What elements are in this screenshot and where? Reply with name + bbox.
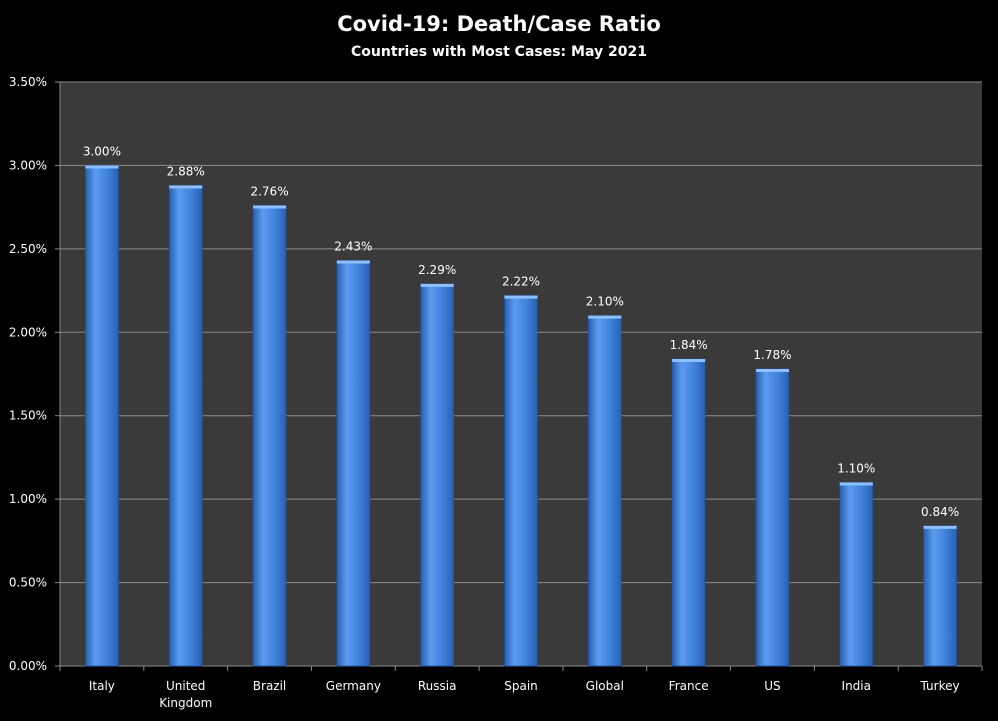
x-tick-label-line: Global xyxy=(586,679,624,693)
data-label: 1.84% xyxy=(670,338,708,352)
bar-top-highlight xyxy=(336,260,370,264)
y-tick-label: 2.50% xyxy=(9,242,47,256)
bar xyxy=(839,482,874,667)
y-tick-label: 2.00% xyxy=(9,325,47,339)
bar xyxy=(923,525,957,667)
data-label: 2.76% xyxy=(250,184,288,198)
bar-top-highlight xyxy=(755,368,789,372)
x-tick-label-line: Kingdom xyxy=(159,696,212,710)
bar-top-highlight xyxy=(672,358,706,362)
chart-subtitle: Countries with Most Cases: May 2021 xyxy=(351,44,647,60)
bar-top-highlight xyxy=(420,283,454,287)
bar xyxy=(671,358,706,667)
bar-top-highlight xyxy=(253,205,287,209)
x-tick-label: Spain xyxy=(504,679,538,693)
x-tick-label: Global xyxy=(586,679,624,693)
data-label: 2.29% xyxy=(418,263,456,277)
bar xyxy=(168,185,203,667)
data-label: 2.43% xyxy=(334,240,372,254)
bar xyxy=(420,283,455,667)
bar xyxy=(85,165,119,667)
x-tick-label: Russia xyxy=(418,679,457,693)
chart-title: Covid-19: Death/Case Ratio xyxy=(337,12,661,36)
y-tick-label: 1.00% xyxy=(9,492,47,506)
bar-top-highlight xyxy=(169,185,203,189)
x-tick-label-line: Turkey xyxy=(920,679,960,693)
bar xyxy=(755,368,790,667)
x-tick-label: France xyxy=(669,679,709,693)
x-tick-label-line: Russia xyxy=(418,679,457,693)
y-tick-label: 3.00% xyxy=(9,158,47,172)
x-tick-label: Italy xyxy=(89,679,115,693)
bar-top-highlight xyxy=(85,165,119,169)
x-tick-label-line: India xyxy=(842,679,871,693)
bar-top-highlight xyxy=(588,315,622,319)
x-tick-label: US xyxy=(764,679,780,693)
x-tick-label-line: Germany xyxy=(326,679,381,693)
data-label: 2.22% xyxy=(502,275,540,289)
x-tick-label-line: United xyxy=(166,679,205,693)
bar-top-highlight xyxy=(839,482,873,486)
x-tick-label-line: Italy xyxy=(89,679,115,693)
data-label: 3.00% xyxy=(83,144,121,158)
data-label: 1.10% xyxy=(837,461,875,475)
bar xyxy=(587,315,622,667)
y-tick-label: 1.50% xyxy=(9,409,47,423)
y-tick-label: 3.50% xyxy=(9,75,47,89)
x-tick-label: Turkey xyxy=(920,679,960,693)
x-tick-label-line: Brazil xyxy=(253,679,287,693)
data-label: 2.88% xyxy=(167,164,205,178)
bar xyxy=(504,295,538,667)
x-tick-label: Brazil xyxy=(253,679,287,693)
bar xyxy=(336,260,371,667)
x-tick-label-line: Spain xyxy=(504,679,538,693)
y-tick-label: 0.50% xyxy=(9,576,47,590)
bar-top-highlight xyxy=(504,295,538,299)
x-tick-label: India xyxy=(842,679,871,693)
bar-top-highlight xyxy=(923,525,957,529)
bar xyxy=(252,205,287,667)
data-label: 0.84% xyxy=(921,505,959,519)
x-tick-label-line: France xyxy=(669,679,709,693)
data-label: 2.10% xyxy=(586,295,624,309)
y-tick-label: 0.00% xyxy=(9,659,47,673)
x-tick-label-line: US xyxy=(764,679,780,693)
x-tick-label: United Kingdom xyxy=(159,679,212,710)
x-tick-label: Germany xyxy=(326,679,381,693)
data-label: 1.78% xyxy=(753,348,791,362)
